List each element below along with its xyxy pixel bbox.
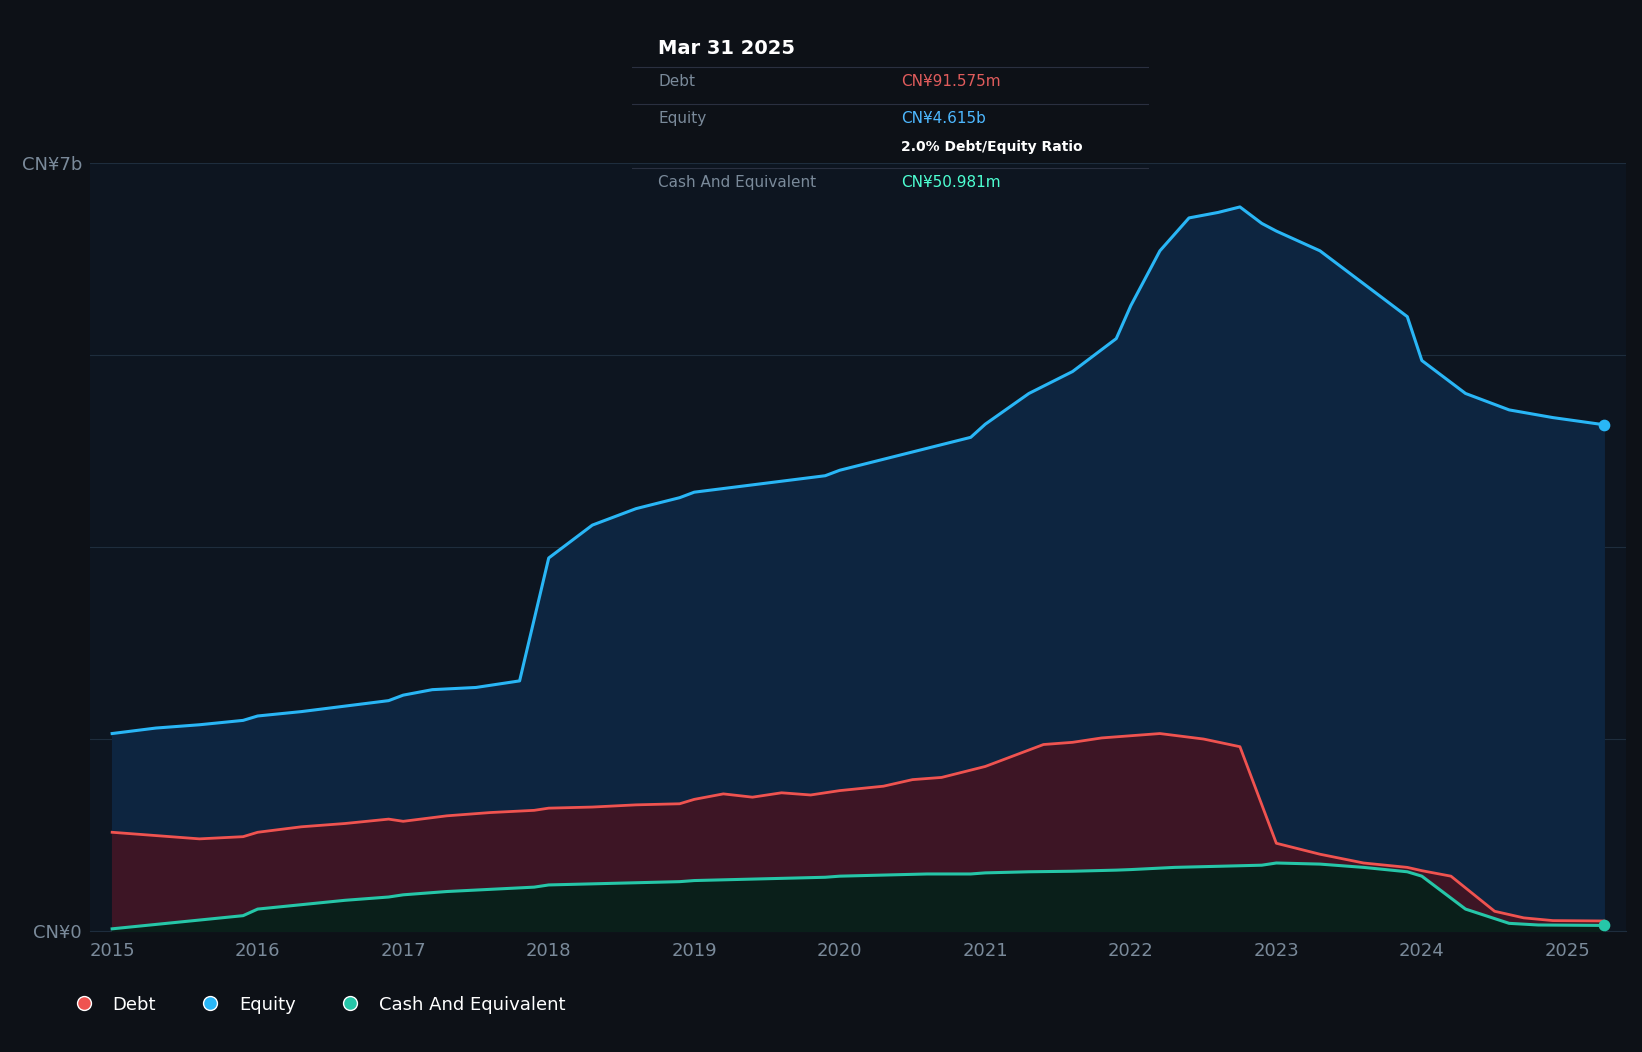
Text: Equity: Equity [658, 112, 706, 126]
Text: CN¥91.575m: CN¥91.575m [901, 74, 1000, 89]
Text: Cash And Equivalent: Cash And Equivalent [658, 176, 816, 190]
Legend: Debt, Equity, Cash And Equivalent: Debt, Equity, Cash And Equivalent [57, 989, 573, 1020]
Point [1591, 917, 1617, 934]
Text: CN¥4.615b: CN¥4.615b [901, 112, 985, 126]
Text: Debt: Debt [658, 74, 695, 89]
Text: Mar 31 2025: Mar 31 2025 [658, 39, 795, 58]
Text: 2.0% Debt/Equity Ratio: 2.0% Debt/Equity Ratio [901, 141, 1082, 155]
Point [1591, 417, 1617, 433]
Text: CN¥50.981m: CN¥50.981m [901, 176, 1000, 190]
